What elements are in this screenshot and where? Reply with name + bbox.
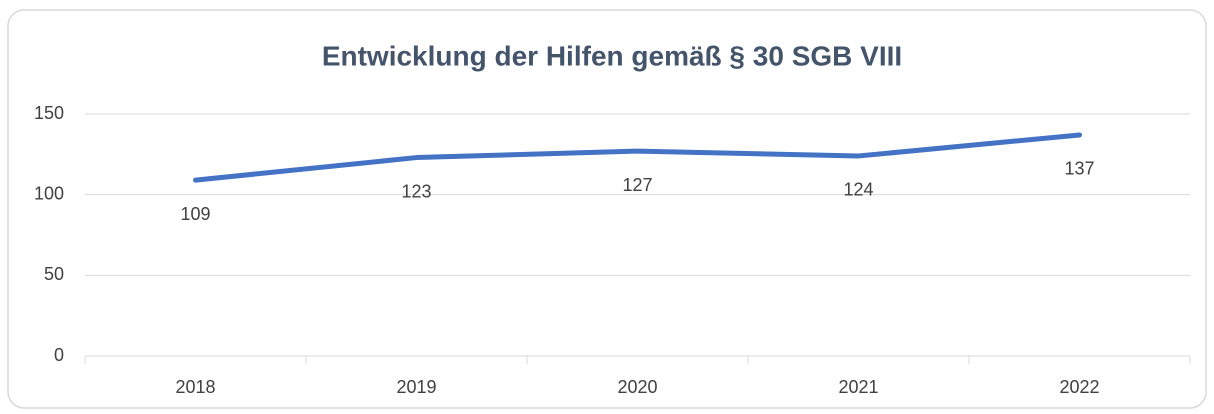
y-tick-label: 150 [34, 103, 64, 123]
data-label: 137 [1064, 159, 1094, 179]
chart-frame [7, 9, 1207, 409]
y-tick-label: 50 [44, 264, 64, 284]
y-tick-label: 0 [54, 345, 64, 365]
data-label: 124 [843, 180, 873, 200]
data-label: 109 [180, 204, 210, 224]
data-label: 127 [622, 175, 652, 195]
chart-title: Entwicklung der Hilfen gemäß § 30 SGB VI… [322, 40, 902, 71]
x-tick-label: 2021 [838, 377, 878, 397]
data-label: 123 [401, 181, 431, 201]
x-tick-label: 2018 [175, 377, 215, 397]
x-tick-label: 2019 [396, 377, 436, 397]
x-tick-label: 2020 [617, 377, 657, 397]
data-line [193, 132, 1082, 183]
y-tick-label: 100 [34, 183, 64, 203]
x-tick-label: 2022 [1059, 377, 1099, 397]
